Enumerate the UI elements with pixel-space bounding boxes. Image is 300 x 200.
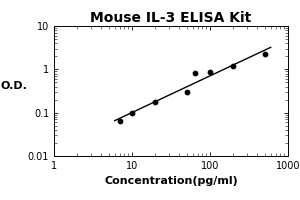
Point	[193, 71, 198, 75]
Point	[262, 53, 267, 56]
Point	[208, 70, 212, 73]
Point	[153, 101, 158, 104]
Point	[118, 119, 122, 122]
Y-axis label: O.D.: O.D.	[0, 81, 27, 91]
X-axis label: Concentration(pg/ml): Concentration(pg/ml)	[104, 176, 238, 186]
Point	[184, 90, 189, 94]
Point	[130, 111, 134, 114]
Title: Mouse IL-3 ELISA Kit: Mouse IL-3 ELISA Kit	[90, 11, 252, 25]
Point	[231, 64, 236, 68]
